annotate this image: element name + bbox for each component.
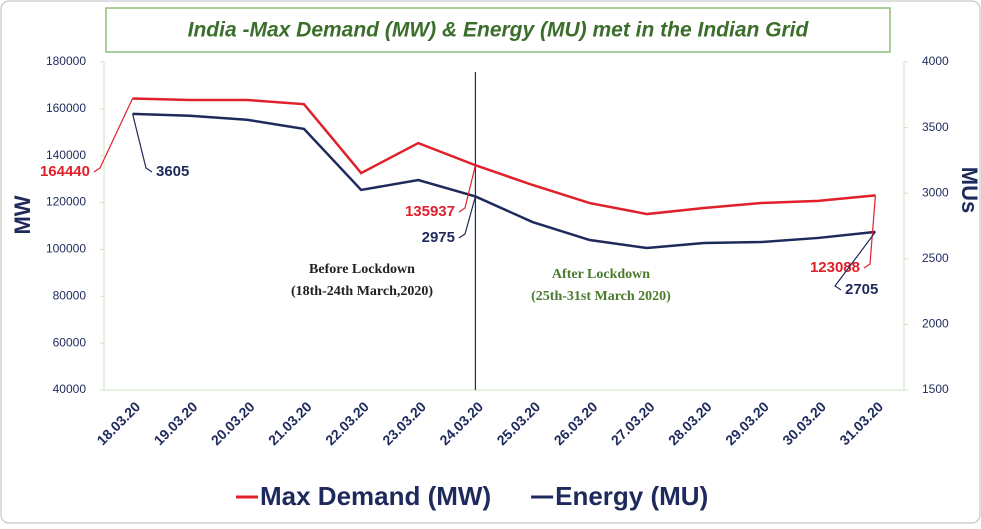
leader-line — [93, 98, 134, 173]
y-axis-label: MW — [10, 195, 35, 234]
data-label: 135937 — [405, 203, 455, 220]
leader-line — [131, 113, 153, 173]
y2-tick-label: 3500 — [922, 120, 949, 134]
y-tick-label: 60000 — [53, 335, 87, 349]
y-tick-label: 40000 — [53, 382, 87, 396]
annotation: (25th-31st March 2020) — [531, 289, 671, 304]
y-tick-label: 180000 — [46, 54, 86, 68]
y-tick-label: 120000 — [46, 195, 86, 209]
y2-tick-label: 3000 — [922, 185, 949, 199]
y2-axis-label: MUs — [957, 167, 981, 213]
data-label: 2705 — [845, 281, 878, 298]
y2-tick-label: 2500 — [922, 251, 949, 265]
data-label: 2975 — [422, 229, 455, 246]
y2-tick-label: 2000 — [922, 317, 949, 331]
data-label: 123088 — [810, 259, 860, 276]
y-tick-label: 100000 — [46, 242, 86, 256]
y2-tick-label: 1500 — [922, 382, 949, 396]
data-label: 3605 — [156, 163, 189, 180]
leader-line — [458, 196, 477, 239]
annotation: Before Lockdown — [309, 262, 415, 277]
leader-line — [863, 195, 877, 269]
data-label: 164440 — [40, 163, 90, 180]
legend-label: Energy (MU) — [555, 481, 708, 511]
annotation: After Lockdown — [552, 267, 650, 282]
y-tick-label: 80000 — [53, 288, 87, 302]
series-line — [132, 97, 876, 216]
leader-line — [834, 231, 876, 291]
legend-label: Max Demand (MW) — [260, 481, 491, 511]
leader-line — [458, 165, 477, 213]
y2-tick-label: 4000 — [922, 54, 949, 68]
annotation: (18th-24th March,2020) — [291, 284, 433, 299]
y-tick-label: 140000 — [46, 148, 86, 162]
title-box — [105, 7, 891, 53]
series-line — [132, 112, 876, 250]
chart-title: India -Max Demand (MW) & Energy (MU) met… — [188, 19, 810, 42]
y-tick-label: 160000 — [46, 101, 86, 115]
